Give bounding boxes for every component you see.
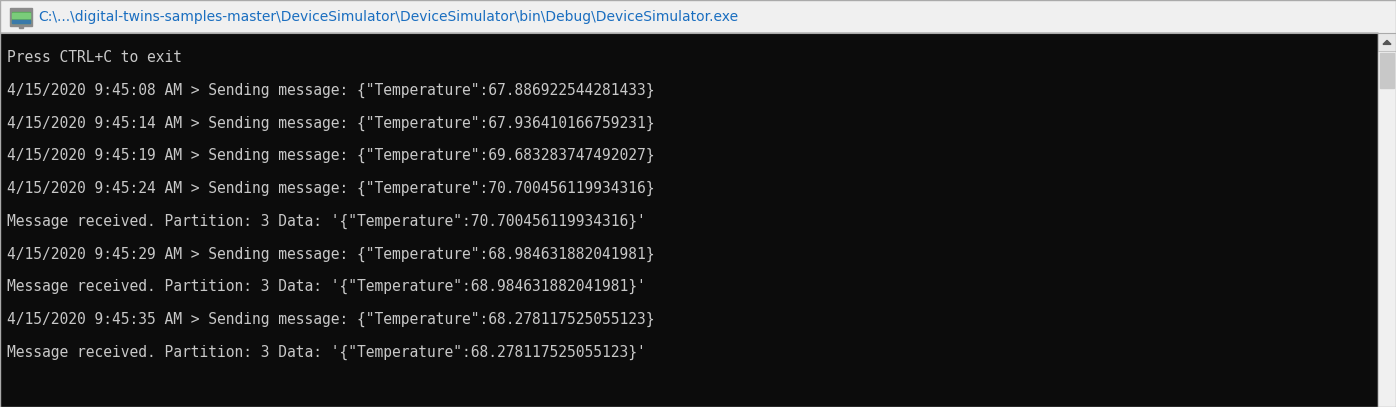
Text: 4/15/2020 9:45:19 AM > Sending message: {"Temperature":69.683283747492027}: 4/15/2020 9:45:19 AM > Sending message: … bbox=[7, 148, 655, 164]
Text: 4/15/2020 9:45:14 AM > Sending message: {"Temperature":67.936410166759231}: 4/15/2020 9:45:14 AM > Sending message: … bbox=[7, 116, 655, 131]
Bar bbox=[1378, 33, 1396, 51]
Text: 4/15/2020 9:45:35 AM > Sending message: {"Temperature":68.278117525055123}: 4/15/2020 9:45:35 AM > Sending message: … bbox=[7, 312, 655, 327]
Bar bbox=[13, 12, 29, 23]
Bar bbox=[10, 8, 32, 26]
Bar bbox=[1381, 53, 1395, 88]
Bar bbox=[13, 13, 29, 18]
Text: C:\...\digital-twins-samples-master\DeviceSimulator\DeviceSimulator\bin\Debug\De: C:\...\digital-twins-samples-master\Devi… bbox=[38, 10, 738, 24]
Text: 4/15/2020 9:45:24 AM > Sending message: {"Temperature":70.700456119934316}: 4/15/2020 9:45:24 AM > Sending message: … bbox=[7, 181, 655, 196]
Text: Message received. Partition: 3 Data: '{"Temperature":68.984631882041981}': Message received. Partition: 3 Data: '{"… bbox=[7, 279, 646, 294]
Bar bbox=[0, 0, 1396, 33]
Text: Press CTRL+C to exit: Press CTRL+C to exit bbox=[7, 50, 181, 65]
Text: 4/15/2020 9:45:29 AM > Sending message: {"Temperature":68.984631882041981}: 4/15/2020 9:45:29 AM > Sending message: … bbox=[7, 246, 655, 262]
Bar bbox=[1378, 33, 1396, 407]
Bar bbox=[20, 24, 22, 28]
Polygon shape bbox=[1383, 40, 1390, 44]
Text: Message received. Partition: 3 Data: '{"Temperature":68.278117525055123}': Message received. Partition: 3 Data: '{"… bbox=[7, 344, 646, 360]
Bar bbox=[1378, 33, 1396, 51]
Text: 4/15/2020 9:45:08 AM > Sending message: {"Temperature":67.886922544281433}: 4/15/2020 9:45:08 AM > Sending message: … bbox=[7, 83, 655, 98]
Bar bbox=[13, 20, 29, 23]
Text: Message received. Partition: 3 Data: '{"Temperature":70.700456119934316}': Message received. Partition: 3 Data: '{"… bbox=[7, 214, 646, 229]
